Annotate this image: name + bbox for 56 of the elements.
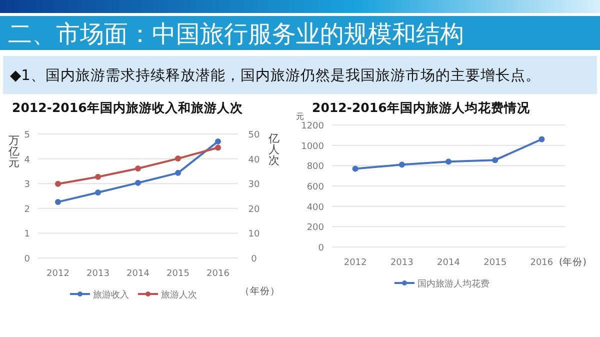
legend-label: 国内旅游人均花费 (418, 278, 490, 290)
point (446, 158, 452, 165)
x-axis-title: （年份） (240, 285, 280, 297)
y2-tick-label: 10 (248, 230, 260, 240)
point (95, 174, 101, 180)
point (55, 180, 61, 187)
x-tick-label: 2013 (390, 258, 414, 268)
y2-tick-label: 20 (248, 204, 260, 215)
y-tick-label: 2 (24, 204, 30, 215)
y2-axis-title: 亿人次 (268, 132, 280, 167)
x-tick-label: 2013 (86, 269, 110, 279)
point (55, 198, 61, 205)
x-tick-label: 2012 (344, 258, 367, 268)
text: 二、市场面：中国旅行服务业的规模和结构 (8, 20, 464, 48)
x-tick-label: 2016 (206, 269, 230, 279)
x-tick-label: 2014 (126, 269, 150, 279)
legend-label: 旅游人次 (161, 290, 197, 300)
y-tick-label: 800 (306, 162, 324, 172)
point (352, 166, 358, 172)
x-tick-label: 2012 (46, 269, 70, 279)
x-tick-label: 2016 (530, 258, 554, 268)
y-tick-label: 3 (24, 180, 30, 190)
y2-tick-label: 0 (251, 254, 258, 264)
y2-tick-label: 30 (248, 180, 260, 190)
y2-tick-label: 50 (248, 130, 260, 140)
point (398, 162, 405, 168)
x-tick-label: 2015 (484, 258, 507, 268)
y-tick-label: 0 (318, 244, 324, 254)
y-tick-label: 1200 (301, 122, 324, 132)
y-tick-label: 200 (306, 223, 324, 234)
x-tick-label: 2014 (437, 258, 460, 268)
point (95, 190, 101, 196)
y-axis-title: 元 (296, 112, 304, 121)
point (538, 136, 545, 142)
y-tick-label: 1 (24, 230, 30, 240)
y-tick-label: 5 (24, 130, 30, 140)
y-axis-title: 万亿元 (8, 134, 20, 169)
point (175, 156, 181, 162)
y2-tick-label: 40 (248, 155, 260, 166)
x-axis-title: (年份) (559, 256, 586, 268)
point (215, 144, 221, 151)
x-tick-label: 2015 (166, 269, 190, 279)
chart-title: 2012-2016年国内旅游人均花费情况 (312, 100, 531, 115)
point (175, 170, 181, 176)
chart-title: 2012-2016年国内旅游收入和旅游人次 (12, 100, 244, 115)
point (215, 138, 221, 144)
point (492, 157, 498, 164)
text: ◆1、国内旅游需求持续释放潜能，国内旅游仍然是我国旅游市场的主要增长点。 (10, 67, 540, 84)
legend-label: 旅游收入 (93, 290, 129, 300)
y-tick-label: 600 (306, 182, 324, 192)
y-tick-label: 400 (306, 202, 324, 213)
point (135, 165, 141, 172)
point (135, 180, 141, 186)
y-tick-label: 0 (24, 254, 30, 264)
y-tick-label: 1000 (301, 142, 324, 152)
y-tick-label: 4 (24, 155, 30, 166)
